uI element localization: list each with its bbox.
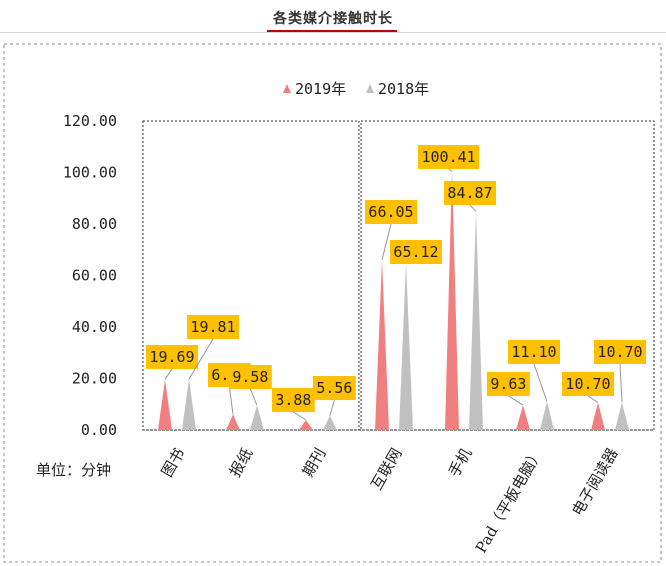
- data-label-box: [272, 388, 315, 412]
- data-label: 19.69: [149, 348, 194, 366]
- data-label: 100.41: [422, 148, 476, 166]
- data-spike: [375, 259, 389, 430]
- data-label-box: [594, 340, 646, 364]
- y-tick-label: 60.00: [72, 267, 117, 285]
- category-label: 电子阅读器: [568, 445, 621, 519]
- data-spike: [516, 405, 530, 430]
- data-label-box: [508, 340, 560, 364]
- leader-line: [469, 204, 477, 212]
- title-rule: [0, 32, 666, 33]
- category-label: 期刊: [299, 445, 330, 480]
- data-spike: [591, 402, 605, 430]
- data-spike: [469, 211, 483, 430]
- title-area: 各类媒介接触时长: [0, 0, 666, 36]
- legend-label-1: 2018年: [378, 80, 429, 98]
- unit-label: 单位：分钟: [36, 461, 111, 479]
- data-label: 84.87: [447, 184, 492, 202]
- data-label: 65.12: [393, 243, 438, 261]
- data-label-box: [562, 372, 614, 396]
- leader-line: [587, 395, 599, 403]
- data-label: 9.58: [232, 368, 268, 386]
- data-label: 11.10: [511, 343, 556, 361]
- category-label: 报纸: [226, 445, 257, 480]
- data-label: 10.70: [565, 375, 610, 393]
- data-spike: [445, 171, 459, 430]
- data-spike: [182, 378, 196, 430]
- leader-line: [293, 411, 307, 421]
- data-label-box: [313, 376, 356, 400]
- leader-line: [508, 395, 524, 406]
- leader-line: [619, 363, 623, 403]
- data-label-box: [365, 200, 417, 224]
- y-tick-label: 20.00: [72, 370, 117, 388]
- data-spike: [323, 415, 337, 430]
- leader-line: [329, 399, 335, 416]
- category-label: 互联网: [367, 445, 405, 493]
- leader-line: [249, 388, 258, 406]
- y-tick-label: 40.00: [72, 318, 117, 336]
- title-underline: [267, 30, 397, 32]
- chart-frame: [3, 43, 662, 563]
- chart-title: 各类媒介接触时长: [273, 11, 393, 27]
- data-label-box: [229, 365, 272, 389]
- leader-line: [381, 223, 392, 261]
- data-spike: [399, 262, 413, 430]
- y-axis: 0.00 20.00 40.00 60.00 80.00 100.00 120.00: [63, 112, 654, 439]
- leader-line: [533, 363, 548, 402]
- y-tick-label: 120.00: [63, 112, 117, 130]
- data-label-box: [487, 372, 530, 396]
- leader-line: [228, 386, 234, 415]
- data-spike: [250, 405, 264, 430]
- data-label: 3.88: [275, 391, 311, 409]
- data-spike: [540, 401, 554, 430]
- chart-marks: 19.696.083.8866.05100.419.6310.7019.819.…: [146, 145, 646, 430]
- data-spike: [226, 414, 240, 430]
- data-spike: [615, 402, 629, 430]
- data-label-box: [418, 145, 480, 169]
- data-spike: [158, 379, 172, 430]
- data-label-box: [146, 345, 198, 369]
- data-label: 66.05: [368, 203, 413, 221]
- y-tick-label: 0.00: [81, 421, 117, 439]
- leader-line: [188, 338, 214, 380]
- leader-line: [448, 168, 453, 172]
- legend-label-0: 2019年: [295, 80, 346, 98]
- legend: 2019年 2018年: [283, 80, 429, 98]
- data-label-box: [390, 240, 442, 264]
- data-label: 5.56: [316, 379, 352, 397]
- data-label-box: [444, 181, 496, 205]
- category-label: 手机: [445, 445, 476, 480]
- data-spike: [299, 420, 313, 430]
- y-tick-label: 80.00: [72, 215, 117, 233]
- leader-line: [164, 368, 173, 380]
- data-label: 10.70: [597, 343, 642, 361]
- legend-marker-1: [366, 84, 374, 93]
- y-tick-label: 100.00: [63, 164, 117, 182]
- data-label-box: [187, 315, 239, 339]
- category-label: 图书: [158, 445, 189, 480]
- category-label: Pad（平板电脑）: [472, 445, 547, 556]
- data-label: 19.81: [190, 318, 235, 336]
- data-label: 9.63: [490, 375, 526, 393]
- legend-marker-0: [283, 84, 291, 93]
